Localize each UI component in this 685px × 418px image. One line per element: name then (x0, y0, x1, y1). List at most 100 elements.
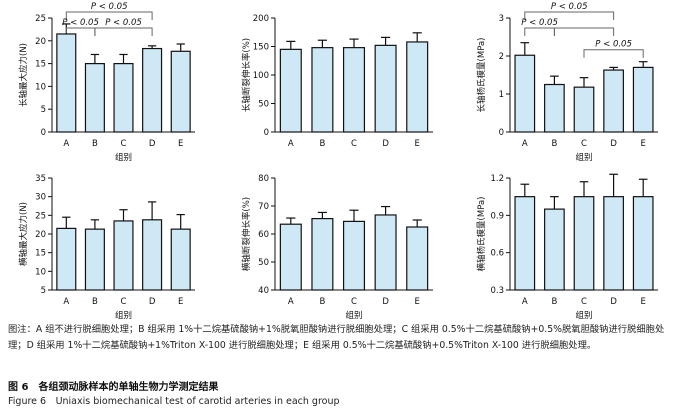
x-tick-label: A (288, 139, 294, 149)
y-tick-label: 5 (41, 105, 46, 115)
bar (170, 228, 191, 291)
bar (406, 226, 429, 291)
significance-bracket (524, 27, 555, 36)
y-tick-label: 35 (35, 174, 46, 184)
x-tick-label: A (522, 297, 528, 307)
chart-panel-6: 0.3 0.6 0.9 1.2 横轴杨氏模量(MPa) A B C D E 组别 (476, 173, 658, 320)
x-tick-label: D (610, 297, 617, 307)
y-tick-label: 70 (258, 202, 269, 212)
bar (573, 86, 595, 133)
x-tick-label: C (581, 297, 587, 307)
chart-panel-3: 0 1 2 3 长轴杨氏模量(MPa) A B C D E 组别 P < 0.05 P < 0.05 P … (476, 2, 658, 163)
significance-label: P < 0.05 (62, 18, 99, 28)
x-tick-label: B (92, 139, 98, 149)
y-tick-label: 0 (264, 128, 269, 138)
bar (573, 196, 595, 291)
bar (603, 69, 624, 133)
bar (603, 196, 624, 291)
chart-panel-1: 0 5 10 15 20 25 长轴最大应力(N) A B C D E 组别 P < 0.05 P < 0.… (18, 2, 195, 163)
x-tick-label: B (319, 297, 325, 307)
x-tick-label: B (551, 297, 557, 307)
x-tick-label: A (63, 297, 69, 307)
chart-panel-5: 40 50 60 70 80 横轴断裂伸长率(%) A B C D E 组别 (241, 174, 433, 320)
significance-bracket (65, 11, 153, 20)
y-tick-label: 25 (35, 211, 46, 221)
figure-caption-en: Figure 6 Uniaxis biomechanical test of c… (8, 396, 340, 407)
chart-panel-4: 5 10 15 20 25 30 35 横轴最大应力(N) A B C D E 组别 (18, 174, 195, 320)
y-tick-label: 0 (41, 128, 46, 138)
y-tick-label: 15 (35, 60, 46, 70)
x-tick-label: B (551, 139, 557, 149)
significance-label: P < 0.05 (105, 18, 142, 28)
y-axis-label: 横轴最大应力(N) (18, 202, 29, 266)
y-axis-label: 长轴杨氏模量(MPa) (476, 38, 487, 113)
bar (632, 66, 654, 133)
bar (113, 62, 134, 133)
x-tick-label: C (121, 297, 127, 307)
x-tick-label: D (382, 139, 389, 149)
x-axis-label: 组别 (115, 310, 132, 320)
y-tick-label: 150 (253, 43, 269, 53)
bar (632, 196, 654, 291)
figure-caption-cn: 图 6 各组颈动脉样本的单轴生物力学测定结果 (8, 382, 219, 393)
bar (514, 196, 536, 291)
significance-label: P < 0.05 (595, 40, 632, 50)
y-tick-label: 1.2 (490, 174, 504, 184)
y-tick-label: 50 (258, 100, 269, 110)
y-tick-label: 25 (35, 14, 46, 24)
y-tick-label: 0.6 (490, 249, 504, 259)
y-tick-label: 200 (253, 14, 269, 24)
bar (113, 220, 134, 291)
x-tick-label: D (149, 139, 156, 149)
y-axis-label: 长轴最大应力(N) (18, 43, 29, 107)
y-tick-label: 20 (35, 37, 46, 47)
x-tick-label: A (522, 139, 528, 149)
bar (84, 62, 105, 133)
x-tick-label: D (149, 297, 156, 307)
x-tick-label: A (288, 297, 294, 307)
bar (514, 54, 536, 133)
bar (374, 214, 397, 291)
x-tick-label: E (415, 297, 420, 307)
y-tick-label: 60 (258, 230, 269, 240)
x-axis-label: 组别 (345, 310, 362, 320)
y-tick-label: 1 (499, 90, 504, 100)
y-tick-label: 3 (499, 14, 504, 24)
significance-label: P < 0.05 (91, 2, 128, 12)
y-tick-label: 0 (499, 128, 504, 138)
x-tick-label: B (92, 297, 98, 307)
y-tick-label: 100 (253, 71, 269, 81)
x-tick-label: C (351, 297, 357, 307)
x-axis-label: 组别 (115, 152, 132, 163)
significance-bracket (524, 11, 615, 20)
y-tick-label: 10 (35, 82, 46, 92)
figure-note: 图注：A 组不进行脱细胞处理；B 组采用 1%十二烷基硫酸钠+1%脱氧胆酸钠进行… (8, 324, 665, 351)
x-axis-label: 组别 (575, 152, 592, 163)
y-tick-label: 20 (35, 230, 46, 240)
x-tick-label: D (382, 297, 389, 307)
x-tick-label: E (415, 139, 420, 149)
significance-bracket (583, 49, 644, 58)
bar (56, 33, 77, 133)
bar (406, 41, 429, 133)
significance-label: P < 0.05 (521, 18, 558, 28)
x-tick-label: C (581, 139, 587, 149)
y-tick-label: 5 (41, 286, 46, 296)
bar (142, 47, 163, 133)
bar (84, 228, 105, 291)
x-tick-label: E (178, 297, 183, 307)
x-tick-label: A (63, 139, 69, 149)
bar (311, 218, 334, 291)
bar (279, 223, 302, 291)
y-axis-label: 横轴杨氏模量(MPa) (476, 197, 487, 272)
x-tick-label: C (121, 139, 127, 149)
x-axis-label: 组别 (575, 310, 592, 320)
bar (544, 208, 565, 291)
y-tick-label: 2 (499, 52, 504, 62)
bar (342, 47, 366, 133)
y-tick-label: 40 (258, 286, 269, 296)
bar (311, 47, 334, 133)
y-tick-label: 10 (35, 267, 46, 277)
chart-panel-2: 0 50 100 150 200 长轴断裂伸长率(%) A B C D E (241, 14, 433, 149)
y-tick-label: 50 (258, 258, 269, 268)
